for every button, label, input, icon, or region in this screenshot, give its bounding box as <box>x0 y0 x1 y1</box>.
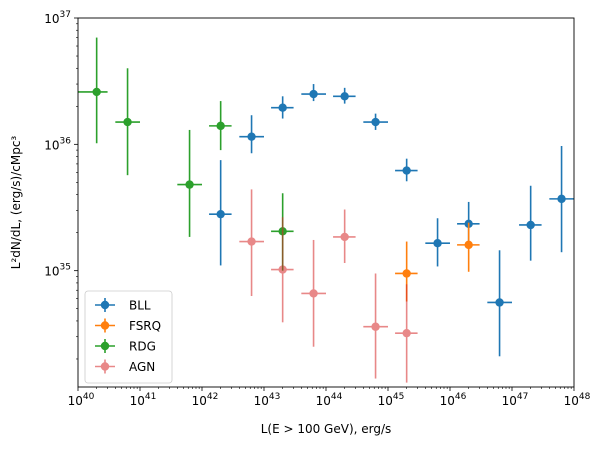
data-point-bll <box>301 84 326 102</box>
marker <box>402 166 411 175</box>
series-bll <box>209 84 574 357</box>
marker <box>247 132 256 141</box>
data-point-agn <box>395 284 418 383</box>
marker <box>402 269 411 278</box>
data-point-bll <box>549 146 574 253</box>
legend: BLL FSRQ RDG AGN <box>84 290 173 384</box>
marker <box>216 121 225 131</box>
x-tick-label: 1041 <box>130 392 157 408</box>
marker <box>309 289 318 298</box>
x-tick-label: 1048 <box>564 392 591 408</box>
legend-marker-bll <box>95 298 115 312</box>
marker <box>402 328 411 338</box>
legend-label-agn: AGN <box>129 360 155 374</box>
marker <box>340 92 349 101</box>
data-point-agn <box>301 239 326 347</box>
data-point-agn <box>333 209 356 264</box>
legend-marker-fsrq <box>95 318 115 333</box>
legend-dot <box>100 341 110 351</box>
marker <box>247 237 256 246</box>
data-point-agn <box>239 189 264 297</box>
legend-label-fsrq: FSRQ <box>129 319 161 333</box>
data-point-bll <box>363 113 388 130</box>
legend-label-rdg: RDG <box>129 340 156 354</box>
data-point-bll <box>487 250 512 357</box>
data-point-bll <box>519 185 542 261</box>
data-point-bll <box>333 87 356 104</box>
marker <box>371 322 380 331</box>
y-tick-label: 1037 <box>44 10 71 26</box>
series-agn <box>239 189 418 383</box>
legend-dot <box>100 300 110 310</box>
marker <box>92 87 101 97</box>
x-tick-label: 1047 <box>502 392 529 408</box>
x-tick-label: 1044 <box>316 392 343 408</box>
data-point-rdg <box>209 101 232 151</box>
x-tick-label: 1043 <box>254 392 281 408</box>
data-point-rdg <box>177 129 202 237</box>
x-tick-label: 1042 <box>192 392 219 408</box>
data-point-bll <box>209 160 232 266</box>
marker <box>309 89 318 99</box>
y-tick-label: 1036 <box>44 136 71 152</box>
y-axis-label: L²dN/dL, (erg/s)/cMpc³ <box>9 136 23 270</box>
x-tick-label: 1046 <box>440 392 467 408</box>
marker <box>278 265 287 274</box>
marker <box>371 117 380 127</box>
plot-area <box>78 37 574 383</box>
legend-box <box>84 290 173 384</box>
legend-dot <box>100 362 110 371</box>
legend-marker-agn <box>95 359 115 374</box>
x-axis-label: L(E > 100 GeV), erg/s <box>261 422 392 436</box>
data-point-bll <box>271 96 294 119</box>
marker <box>340 232 349 242</box>
data-point-bll <box>395 158 418 182</box>
x-tick-label: 1045 <box>378 392 405 408</box>
legend-dot <box>100 321 110 330</box>
data-point-bll <box>239 115 264 154</box>
legend-marker-rdg <box>95 339 115 353</box>
data-point-agn <box>363 273 388 379</box>
marker <box>123 117 132 127</box>
data-point-rdg <box>78 37 108 144</box>
y-tick-label: 1035 <box>44 263 71 279</box>
marker <box>278 103 287 112</box>
x-tick-label: 1040 <box>68 392 95 408</box>
marker <box>526 220 535 230</box>
axis-ticks: 1040 1041 1042 1043 1044 1045 1046 1047 1048 1035… <box>44 10 590 408</box>
legend-label-bll: BLL <box>129 299 151 313</box>
marker <box>433 238 442 248</box>
marker <box>557 194 566 204</box>
marker <box>464 240 473 250</box>
data-point-agn <box>271 217 294 323</box>
marker <box>495 298 504 307</box>
marker <box>216 209 225 219</box>
data-point-fsrq <box>457 222 480 272</box>
marker <box>185 180 194 189</box>
data-point-bll <box>425 218 450 267</box>
data-point-rdg <box>115 68 140 176</box>
